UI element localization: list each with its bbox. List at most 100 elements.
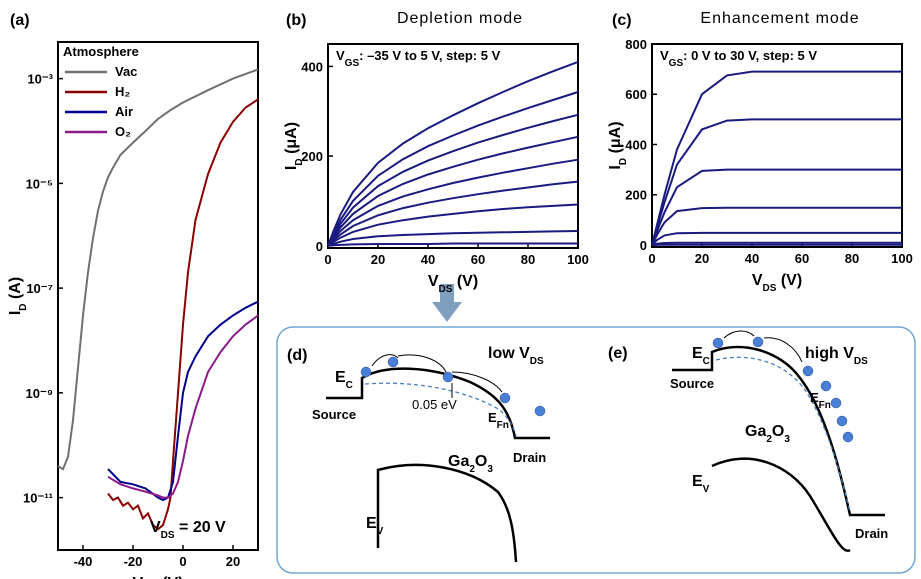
x-tick-label: -40 (74, 554, 93, 569)
y-axis-label-part: (μA) (283, 122, 300, 158)
diagram-material-part: O (475, 453, 487, 470)
diagram-ec: EC (692, 345, 710, 367)
x-tick-label: 80 (845, 251, 859, 266)
y-axis-label-part: I (607, 165, 624, 169)
y-tick-label: 0 (640, 238, 647, 253)
series-line (57, 68, 259, 471)
y-axis-label: ID (μA) (283, 122, 305, 170)
x-axis-label-part: DS (762, 283, 776, 294)
diagram-efn-part: E (488, 410, 497, 425)
diagram-material-part: Ga (448, 453, 469, 470)
series-line (327, 158, 579, 247)
diagram-mode-part: DS (854, 356, 868, 367)
legend-label: Vac (115, 64, 137, 79)
annotation-part: : 0 V to 30 V, step: 5 V (683, 48, 817, 63)
y-axis-label-part: D (294, 158, 305, 165)
x-axis-label: VGS (V) (133, 575, 184, 579)
diagram-drain: Drain (513, 450, 546, 465)
diagram-ev: EV (692, 473, 710, 495)
y-tick-label: 10⁻⁷ (26, 281, 53, 296)
x-tick-label: 60 (795, 251, 809, 266)
electron-path (723, 330, 803, 363)
y-tick-label: 0 (316, 239, 323, 254)
electron (499, 392, 511, 404)
series-line (327, 60, 579, 247)
electron (534, 405, 546, 417)
series-line (107, 300, 259, 502)
panel-label: (b) (286, 12, 306, 29)
diagram-mode-part: low V (488, 345, 530, 362)
series-line (107, 98, 259, 531)
legend-title: Atmosphere (63, 44, 139, 59)
diagram-source: Source (670, 376, 714, 391)
diagram-ev-part: E (366, 515, 377, 532)
x-tick-label: -20 (124, 554, 143, 569)
diagram-mode: high VDS (805, 345, 868, 367)
diagram-ec-part: C (346, 380, 353, 391)
y-axis-label-part: I (7, 311, 24, 315)
diagram-material-part: 2 (469, 464, 475, 475)
annotation-part: = 20 V (175, 519, 226, 536)
x-axis-label-part: DS (438, 284, 452, 295)
series-line (327, 242, 578, 247)
diagram-mode: low VDS (488, 345, 544, 367)
x-tick-label: 100 (891, 251, 913, 266)
y-tick-label: 10⁻¹¹ (23, 491, 53, 506)
electron (360, 366, 372, 378)
arrow (432, 284, 462, 322)
y-tick-label: 10⁻⁹ (26, 386, 54, 401)
valence-band (711, 457, 851, 553)
x-tick-label: 40 (421, 252, 435, 267)
diagram-material-part: 3 (487, 464, 493, 475)
electron-path (371, 354, 503, 393)
legend-label: Air (115, 104, 133, 119)
annotation-part: DS (161, 530, 175, 541)
y-axis-label: ID (A) (7, 277, 29, 315)
diagram-efn-part: Fn (819, 400, 831, 411)
electron (830, 397, 842, 409)
plot-frame (57, 41, 259, 551)
diagram-material-part: O (772, 423, 784, 440)
series-line (651, 231, 902, 246)
diagram-drain: Drain (855, 526, 888, 541)
series-line (327, 91, 579, 247)
diagram-ec-part: E (692, 345, 703, 362)
x-axis-label-part: V (752, 272, 763, 289)
annotation-part: GS (345, 58, 360, 69)
y-tick-label: 10⁻⁵ (26, 176, 53, 191)
diagram-ec: EC (335, 369, 353, 391)
annotation-part: : –35 V to 5 V, step: 5 V (359, 48, 500, 63)
x-tick-label: 80 (521, 252, 535, 267)
series-line (327, 230, 579, 247)
electron (712, 337, 724, 349)
y-tick-label: 600 (625, 87, 647, 102)
electron (752, 336, 764, 348)
legend-label: H₂ (115, 84, 130, 99)
electron (836, 415, 848, 427)
valence-band (376, 463, 518, 563)
series-line (327, 135, 579, 247)
x-tick-label: 20 (371, 252, 385, 267)
y-axis-label-part: (A) (7, 277, 24, 304)
fermi-level (715, 356, 851, 513)
series-line (651, 241, 902, 246)
diagram-ec-part: C (703, 356, 710, 367)
annotation-part: V (150, 519, 161, 536)
diagram-material-part: Ga (745, 423, 766, 440)
electron (820, 380, 832, 392)
y-axis-label-part: D (618, 158, 629, 165)
diagram-panel: (d) (287, 347, 307, 364)
diagram-mode-part: high V (805, 345, 854, 362)
x-axis-label-part: (V) (776, 272, 802, 289)
x-axis-label-part: (V) (158, 575, 184, 579)
series-line (651, 70, 902, 246)
diagram-material-part: 3 (784, 434, 790, 445)
x-axis-label-part: (V) (452, 273, 478, 290)
panel-label: (c) (612, 12, 632, 29)
series-line (651, 206, 902, 246)
x-tick-label: 0 (324, 252, 331, 267)
diagram-mode-part: DS (530, 356, 544, 367)
series-line (327, 203, 579, 247)
y-axis-label-part: I (283, 166, 300, 170)
